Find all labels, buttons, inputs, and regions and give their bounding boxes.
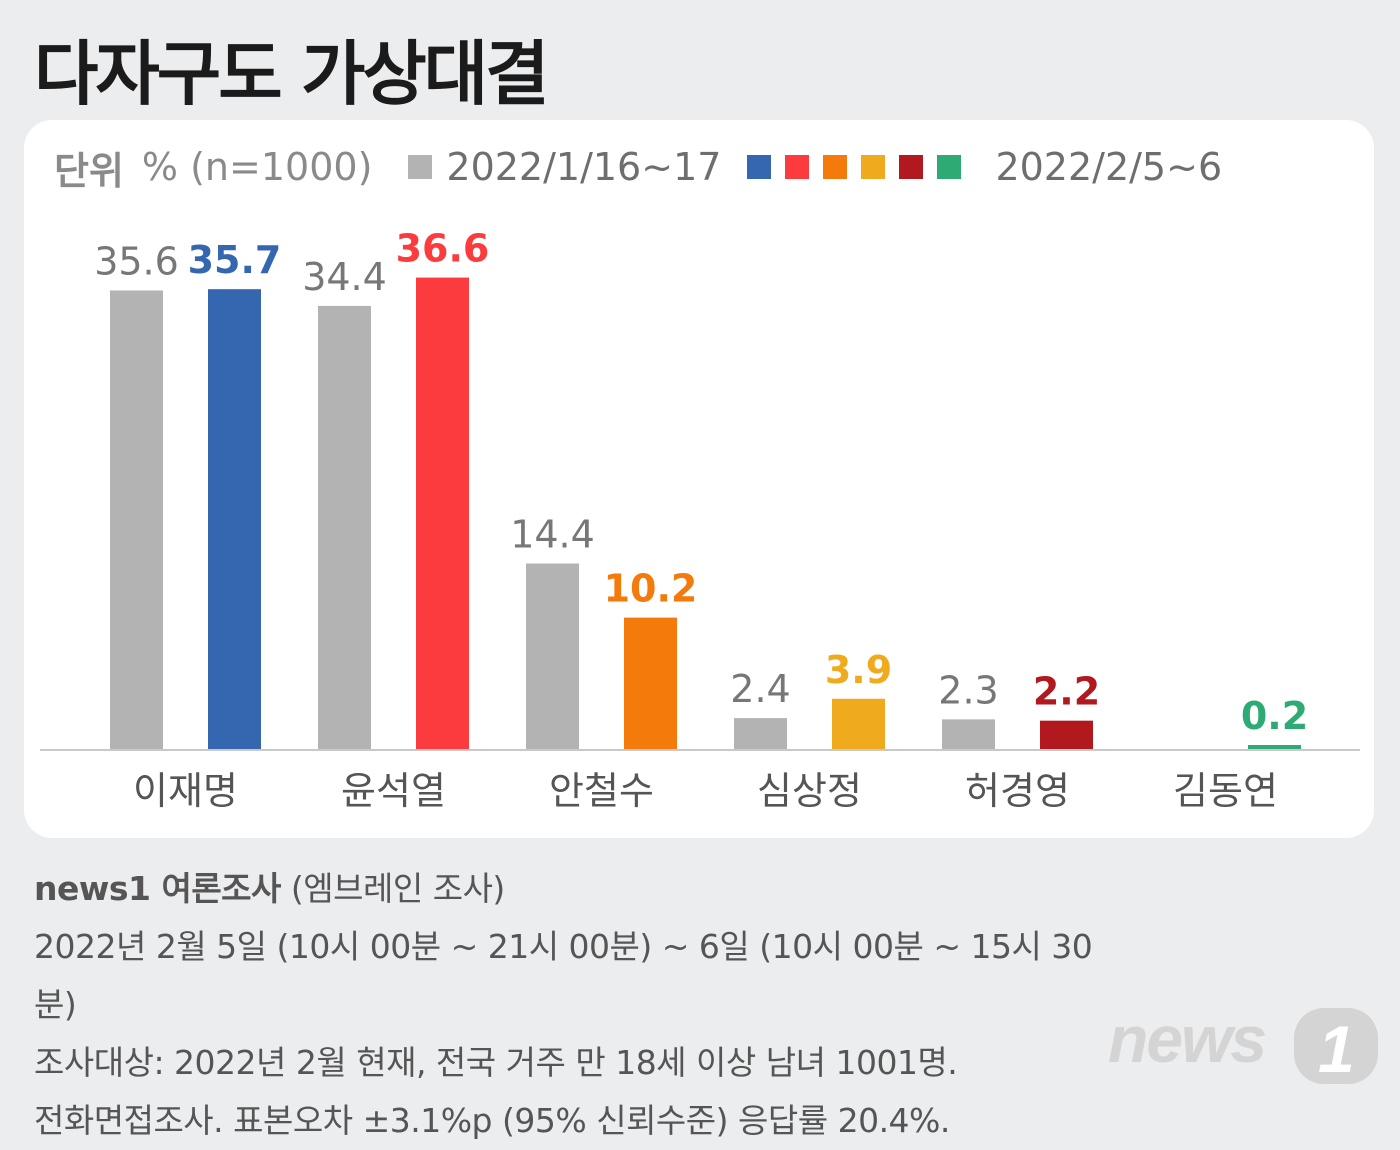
value-label-old-2: 14.4 (510, 513, 595, 557)
footer: news1 여론조사 (엠브레인 조사) 2022년 2월 5일 (10시 00… (34, 860, 1094, 1150)
bar-old-4 (942, 719, 995, 749)
value-label-old-3: 2.4 (730, 667, 790, 711)
value-label-new-5: 0.2 (1241, 694, 1308, 738)
legend-date-old: 2022/1/16~17 (446, 145, 722, 189)
legend-date-new: 2022/2/5~6 (995, 145, 1223, 189)
legend-swatch-new-3 (861, 155, 886, 179)
footer-line-1: 2022년 2월 5일 (10시 00분 ~ 21시 00분) ~ 6일 (10… (34, 927, 1093, 1024)
category-label-5: 김동연 (1173, 769, 1278, 813)
value-label-old-0: 35.6 (94, 239, 179, 283)
bar-old-1 (318, 305, 371, 749)
legend-swatch-new-5 (937, 155, 962, 179)
value-label-new-2: 10.2 (604, 567, 698, 611)
category-label-4: 허경영 (965, 769, 1070, 813)
category-label-0: 이재명 (133, 769, 238, 813)
category-label-1: 윤석열 (341, 769, 446, 813)
legend-swatch-new-1 (785, 155, 810, 179)
value-label-old-4: 2.3 (938, 668, 998, 712)
bar-new-4 (1040, 720, 1093, 749)
legend: 단위 % (n=1000) 2022/1/16~17 2022/2/5~6 (54, 142, 1248, 193)
bar-new-3 (832, 698, 885, 749)
legend-unit-label: 단위 (54, 148, 124, 193)
bar-new-2 (624, 617, 677, 749)
footer-source-rest: (엠브레인 조사) (290, 869, 505, 908)
footer-line-3: 전화면접조사. 표본오차 ±3.1%p (95% 신뢰수준) 응답률 20.4%… (34, 1101, 950, 1140)
category-label-2: 안철수 (549, 769, 654, 813)
legend-swatch-new-2 (823, 155, 848, 179)
bar-new-1 (416, 277, 469, 749)
bar-old-3 (734, 718, 787, 749)
legend-unit-text: % (n=1000) (141, 145, 373, 189)
bar-new-0 (208, 289, 261, 749)
category-label-3: 심상정 (757, 769, 862, 813)
footer-source: news1 여론조사 (엠브레인 조사) (34, 860, 1094, 918)
value-label-new-1: 36.6 (396, 227, 490, 271)
value-label-new-4: 2.2 (1033, 670, 1100, 714)
logo-mark: 1 (1318, 1012, 1355, 1086)
value-label-new-0: 35.7 (188, 238, 282, 282)
logo-mark-bg (1294, 1008, 1378, 1084)
footer-source-bold: news1 여론조사 (34, 869, 281, 908)
page-title: 다자구도 가상대결 (34, 33, 550, 115)
value-label-new-3: 3.9 (825, 648, 892, 692)
news1-logo: news 1 (1108, 1002, 1378, 1086)
footer-line-2: 조사대상: 2022년 2월 현재, 전국 거주 만 18세 이상 남녀 100… (34, 1043, 958, 1082)
logo-text: news (1108, 1002, 1265, 1076)
bar-new-5 (1248, 745, 1301, 749)
legend-swatch-new-0 (747, 155, 772, 179)
legend-swatch-set-new (747, 155, 975, 179)
legend-swatch-old (408, 155, 433, 179)
value-label-old-1: 34.4 (302, 255, 387, 299)
bar-old-0 (110, 290, 163, 749)
bar-old-2 (526, 563, 579, 749)
legend-swatch-new-4 (899, 155, 924, 179)
bar-chart: 35.6 35.7 이재명 34.436.6 윤석열 14.410.2 안철수 2.4 3.9 심… (40, 227, 1360, 813)
